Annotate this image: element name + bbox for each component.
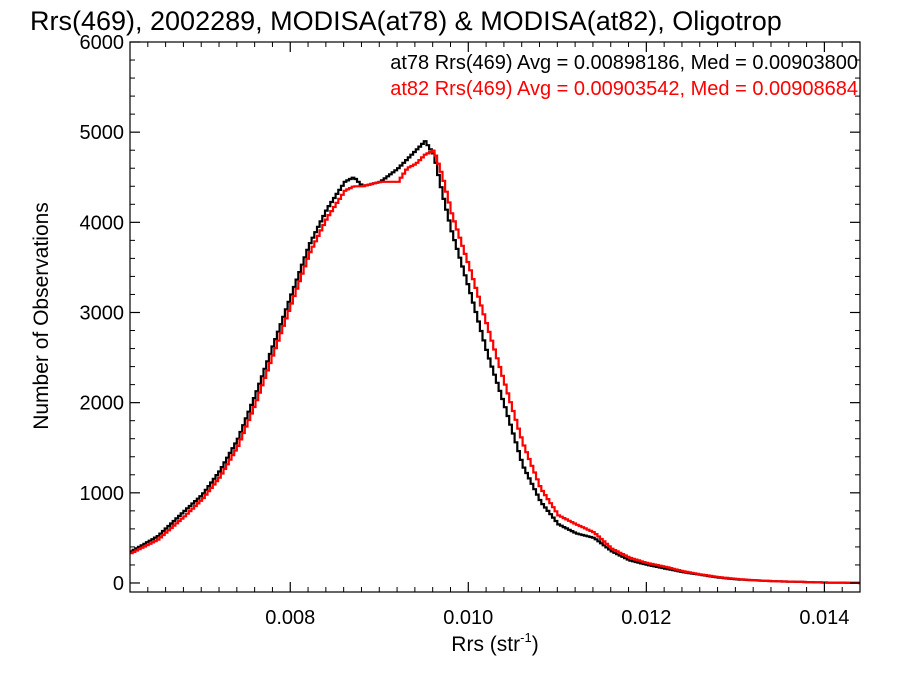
series-line-2: [130, 149, 861, 585]
y-tick-label: 5000: [80, 122, 125, 144]
x-axis-label: Rrs (str-1): [451, 630, 538, 656]
y-tick-label: 3000: [80, 302, 125, 324]
x-axis-label-tail: ): [532, 633, 539, 656]
y-tick-label: 6000: [80, 32, 125, 54]
x-tick-label: 0.012: [621, 607, 671, 629]
plot-series: [130, 140, 861, 585]
stats-annotation-1: at78 Rrs(469) Avg = 0.00898186, Med = 0.…: [390, 52, 858, 74]
plot-frame: [129, 41, 861, 593]
x-tick-label: 0.010: [443, 607, 493, 629]
y-tick-label: 2000: [80, 393, 125, 415]
stats-annotation-2: at82 Rrs(469) Avg = 0.00903542, Med = 0.…: [390, 78, 858, 100]
y-tick-label: 1000: [80, 483, 125, 505]
y-axis-label: Number of Observations: [30, 202, 53, 430]
axis-ticks: [130, 41, 861, 592]
x-tick-label: 0.008: [265, 607, 315, 629]
stats-annotations: at78 Rrs(469) Avg = 0.00898186, Med = 0.…: [390, 52, 858, 100]
x-tick-labels: 0.008 0.010 0.012 0.014: [265, 607, 849, 629]
x-axis-label-main: Rrs (str: [451, 633, 520, 656]
x-tick-label: 0.014: [799, 607, 849, 629]
series-line-1: [130, 140, 861, 585]
x-axis-label-sup: -1: [520, 630, 532, 645]
y-tick-label: 0: [113, 573, 124, 595]
y-tick-label: 4000: [80, 212, 125, 234]
chart-title: Rrs(469), 2002289, MODISA(at78) & MODISA…: [30, 6, 782, 36]
y-tick-labels: 0 1000 2000 3000 4000 5000 6000: [80, 32, 125, 595]
